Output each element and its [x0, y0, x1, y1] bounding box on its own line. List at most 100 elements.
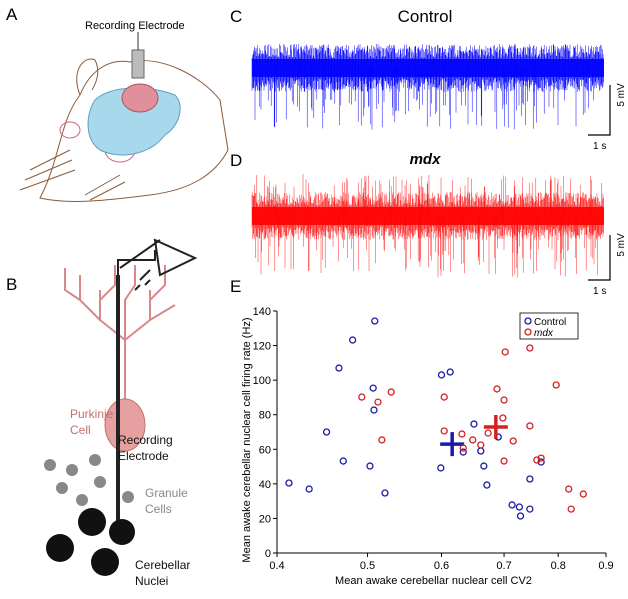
point — [285, 479, 293, 487]
y-tick-label: 20 — [259, 513, 271, 525]
point — [526, 475, 534, 483]
point — [459, 444, 467, 452]
point — [387, 388, 395, 396]
y-tick-label: 100 — [253, 375, 271, 387]
point — [358, 393, 366, 401]
scale-y: 5 mV — [616, 233, 627, 257]
point — [369, 384, 377, 392]
legend-marker — [524, 317, 532, 325]
point — [339, 457, 347, 465]
scale-bar — [588, 85, 611, 136]
cell-label: Nuclei — [135, 574, 168, 588]
trace-band — [252, 59, 604, 77]
mean-cross — [483, 414, 508, 439]
cell-label: Cerebellar — [135, 558, 190, 572]
purkinje-soma — [104, 398, 146, 452]
point — [437, 371, 446, 379]
panel-label: C — [230, 7, 242, 26]
x-axis-label: Mean awake cerebellar nuclear cell CV2 — [335, 575, 532, 587]
scale-x: 1 s — [593, 286, 606, 297]
amp-wire — [117, 250, 156, 291]
legend-label: mdx — [534, 328, 554, 339]
point — [526, 422, 534, 430]
panel-label: A — [6, 5, 18, 24]
x-tick-label: 0.8 — [551, 560, 566, 572]
x-tick-label: 0.9 — [598, 560, 613, 572]
nuclei-cells — [46, 508, 135, 576]
trace-title: Control — [398, 7, 453, 26]
point — [378, 436, 386, 444]
legend-label: Control — [534, 317, 566, 328]
scale-bar — [588, 235, 611, 281]
cell-label: Cell — [70, 423, 91, 437]
x-tick-label: 0.6 — [434, 560, 449, 572]
electrode-label: Recording Electrode — [85, 20, 185, 32]
point — [493, 385, 501, 393]
trace-title: mdx — [410, 151, 442, 168]
x-tick-label: 0.5 — [360, 560, 375, 572]
point — [526, 505, 534, 513]
point — [499, 414, 507, 422]
point — [579, 490, 587, 498]
point — [501, 348, 509, 356]
trace — [251, 174, 604, 278]
y-tick-label: 120 — [253, 341, 271, 353]
legend-marker — [524, 328, 532, 336]
y-tick-label: 40 — [259, 479, 271, 491]
point — [477, 447, 485, 455]
cell-label: Granule — [145, 486, 188, 500]
scale-x: 1 s — [593, 141, 606, 152]
point — [484, 429, 492, 437]
point — [567, 505, 575, 513]
point — [500, 457, 508, 465]
point — [509, 437, 517, 445]
point — [537, 454, 545, 462]
point — [469, 436, 477, 444]
point — [371, 317, 379, 325]
cell-label: Recording — [118, 433, 173, 447]
point — [374, 398, 382, 406]
point — [470, 420, 478, 428]
cell-label: Purkinje — [70, 407, 114, 421]
purkinje-dendrites — [64, 265, 176, 405]
point — [370, 406, 378, 414]
electrode — [131, 49, 145, 79]
y-tick-label: 80 — [259, 410, 271, 422]
point — [480, 462, 488, 470]
point — [565, 485, 573, 493]
mean-cross — [440, 432, 465, 457]
panel-label: B — [6, 275, 17, 294]
point — [381, 489, 389, 497]
point — [508, 501, 516, 509]
point — [458, 430, 466, 438]
point — [526, 344, 534, 352]
point — [533, 456, 541, 464]
cell-label: Electrode — [118, 449, 169, 463]
point — [446, 368, 454, 376]
point — [483, 481, 491, 489]
y-tick-label: 60 — [259, 444, 271, 456]
scale-y: 5 mV — [616, 83, 627, 107]
point — [516, 512, 525, 520]
point — [437, 464, 445, 472]
point — [440, 393, 448, 401]
point — [305, 485, 313, 493]
panel-label: D — [230, 151, 242, 170]
y-tick-label: 140 — [253, 306, 271, 318]
point — [552, 381, 560, 389]
point — [322, 428, 331, 436]
point — [440, 427, 448, 435]
cell-label: Cells — [145, 502, 172, 516]
point — [500, 396, 508, 404]
mouse-illustration — [19, 58, 229, 202]
point — [515, 503, 524, 511]
x-tick-label: 0.7 — [496, 560, 511, 572]
cerebellum — [121, 83, 159, 113]
amplifier — [119, 238, 198, 277]
y-axis-label: Mean awake cerebellar nuclear cell firin… — [241, 317, 253, 562]
y-tick-label: 0 — [265, 548, 271, 560]
point — [366, 462, 374, 470]
point — [335, 364, 343, 372]
